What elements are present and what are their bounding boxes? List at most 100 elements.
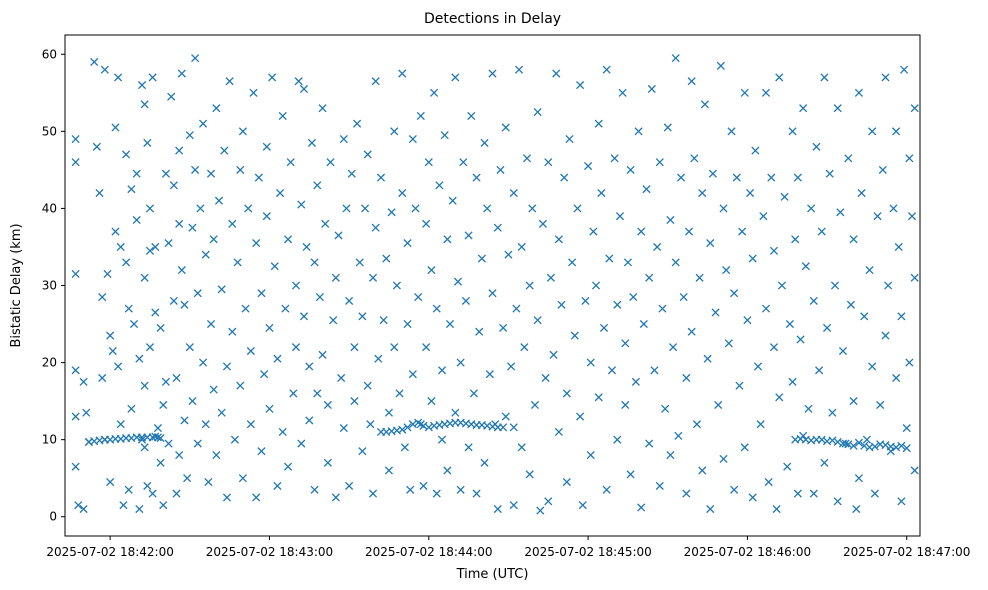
scatter-point [894, 242, 903, 252]
scatter-point [403, 423, 412, 432]
scatter-point [268, 73, 277, 82]
scatter-point [222, 493, 232, 502]
scatter-point [137, 81, 147, 90]
scatter-point [746, 188, 755, 198]
scatter-point [793, 173, 802, 182]
scatter-point [443, 235, 452, 244]
scatter-point [897, 497, 906, 506]
scatter-point [156, 458, 165, 467]
scatter-point [788, 127, 797, 136]
scatter-point [586, 358, 595, 367]
scatter-point [512, 304, 521, 313]
scatter-point [658, 304, 667, 313]
y-axis-label: Bistatic Delay (km) [9, 223, 24, 347]
scatter-point [390, 127, 399, 136]
scatter-point [302, 242, 311, 252]
scatter-point [175, 451, 184, 460]
scatter-point [440, 131, 449, 140]
y-tick-label: 20 [42, 356, 57, 370]
scatter-point [751, 146, 760, 155]
scatter-point [716, 61, 725, 70]
scatter-point [631, 377, 640, 386]
scatter-point [817, 227, 826, 236]
scatter-point [382, 254, 391, 263]
scatter-point [565, 134, 574, 144]
scatter-point [180, 300, 189, 309]
scatter-point [183, 474, 192, 483]
scatter-point [408, 134, 417, 144]
scatter-point [321, 219, 330, 228]
scatter-point [650, 366, 659, 375]
scatter-point [530, 400, 540, 410]
scatter-point [761, 304, 771, 313]
scatter-point [79, 504, 88, 514]
scatter-point [135, 504, 144, 514]
scatter-point [892, 127, 901, 136]
scatter-point [907, 212, 917, 221]
scatter-point [493, 504, 502, 514]
scatter-point [98, 293, 107, 302]
scatter-point [488, 289, 497, 298]
scatter-point [326, 158, 335, 167]
scatter-point [196, 204, 205, 213]
scatter-point [443, 466, 452, 475]
scatter-point [488, 69, 497, 78]
scatter-point [334, 231, 343, 240]
scatter-point [764, 477, 773, 487]
scatter-point [820, 73, 829, 82]
scatter-point [315, 293, 324, 302]
scatter-point [161, 377, 170, 386]
scatter-point [599, 323, 609, 332]
scatter-point [169, 296, 178, 305]
scatter-point [690, 154, 699, 163]
scatter-point [483, 204, 492, 213]
scatter-point [610, 154, 619, 163]
scatter-point [738, 227, 747, 236]
scatter-point [578, 501, 587, 510]
scatter-point [451, 408, 460, 417]
scatter-point [873, 212, 882, 221]
scatter-point [368, 273, 378, 282]
scatter-point [437, 435, 447, 444]
scatter-point [772, 504, 781, 514]
scatter-point [602, 485, 611, 494]
scatter-point [485, 370, 494, 379]
scatter-point [305, 362, 314, 371]
scatter-point [761, 88, 771, 97]
scatter-point [613, 300, 622, 309]
scatter-point [246, 420, 255, 429]
scatter-point [116, 420, 125, 429]
scatter-point [451, 73, 460, 82]
scatter-point [554, 427, 563, 437]
scatter-point [151, 308, 160, 317]
scatter-point [828, 436, 837, 445]
scatter-point [432, 304, 441, 313]
scatter-point [817, 435, 826, 444]
scatter-point [331, 273, 340, 282]
scatter-point [700, 100, 709, 109]
scatter-point [724, 339, 733, 348]
scatter-point [127, 404, 136, 413]
scatter-point [892, 443, 901, 452]
scatter-point [228, 219, 237, 228]
scatter-point [437, 366, 447, 375]
scatter-point [164, 439, 173, 448]
x-axis-label: Time (UTC) [456, 567, 529, 582]
scatter-point [392, 281, 401, 290]
scatter-point [71, 134, 80, 144]
scatter-point [305, 416, 314, 425]
scatter-point [629, 293, 638, 302]
scatter-point [398, 188, 407, 198]
scatter-point [801, 262, 810, 271]
y-tick-label: 40 [42, 201, 57, 215]
scatter-point [230, 435, 239, 444]
scatter-point [331, 493, 340, 502]
scatter-point [175, 146, 184, 155]
scatter-point [71, 269, 80, 278]
scatter-point [180, 416, 189, 425]
scatter-point [71, 158, 80, 167]
scatter-point [910, 466, 919, 475]
scatter-point [854, 438, 863, 447]
scatter-point [775, 73, 784, 82]
